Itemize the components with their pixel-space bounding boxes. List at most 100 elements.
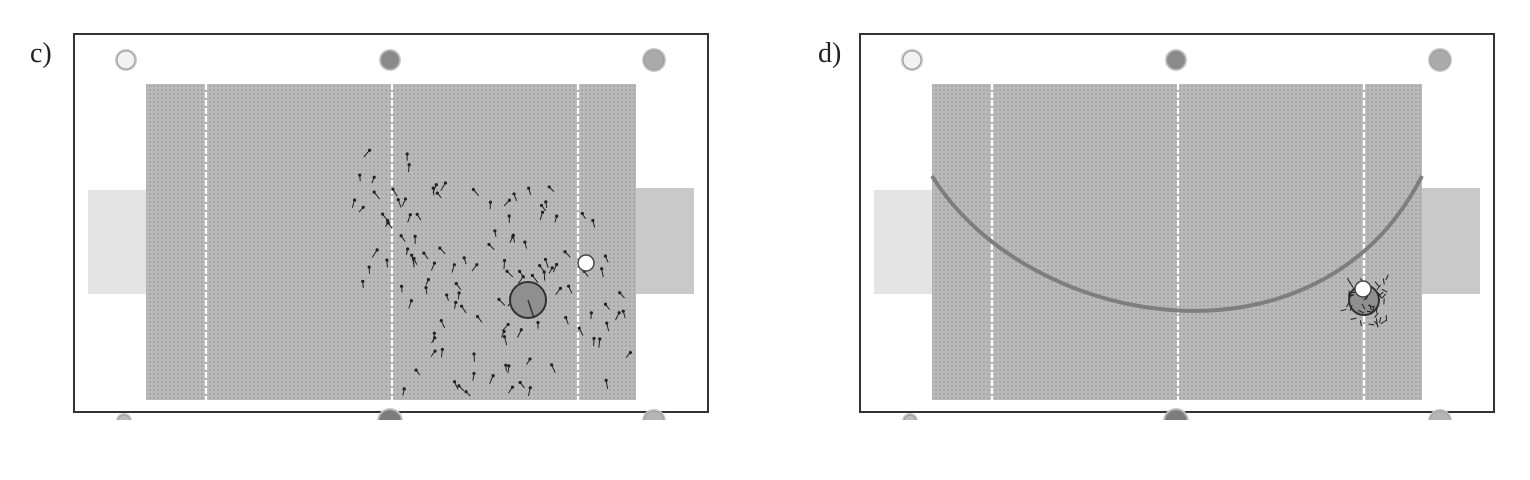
particle-arrow-icon [1345, 301, 1350, 308]
particle-arrow-icon [430, 261, 437, 271]
particle-arrow-icon [502, 335, 508, 346]
field-diagram-d [859, 33, 1495, 420]
particle-arrow-icon [367, 265, 371, 274]
particle-arrow-icon [457, 291, 461, 300]
particle-arrow-icon [517, 328, 523, 338]
landmark-marker-icon [1165, 49, 1187, 71]
particle-arrow-icon [402, 387, 406, 396]
particle-arrow-icon [548, 266, 554, 274]
particle-arrow-icon [400, 284, 404, 293]
particle-arrow-icon [1349, 282, 1354, 288]
goal-area-right [1422, 188, 1480, 294]
particle-arrow-icon [438, 246, 446, 255]
particle-arrow-icon [413, 234, 417, 244]
particle-arrow-icon [1378, 317, 1382, 324]
particle-arrow-icon [451, 263, 456, 273]
particle-arrow-icon [518, 274, 525, 284]
particle-arrow-icon [1382, 278, 1385, 285]
ball-icon [1354, 280, 1372, 298]
landmark-marker-icon [115, 49, 137, 71]
particle-arrow-icon [430, 349, 437, 357]
particle-arrow-icon [1348, 293, 1354, 299]
landmark-marker-icon [902, 413, 918, 420]
particle-arrow-icon [563, 250, 571, 258]
particle-arrow-icon [440, 347, 444, 358]
particle-arrow-icon [371, 248, 379, 258]
particle-arrow-icon [1381, 293, 1387, 299]
particle-arrow-icon [509, 235, 515, 243]
particle-arrow-icon [385, 218, 390, 228]
particle-arrow-icon [592, 336, 596, 347]
ball-icon [577, 254, 595, 272]
particle-arrow-icon [472, 352, 476, 362]
particle-arrow-icon [543, 257, 549, 268]
particle-arrow-icon [603, 254, 609, 263]
particle-arrow-icon [497, 297, 506, 306]
particle-arrow-icon [564, 316, 569, 325]
particle-arrow-icon [547, 185, 555, 192]
particle-arrow-icon [1350, 317, 1357, 321]
particle-arrow-icon [507, 364, 511, 374]
landmark-marker-icon [642, 48, 666, 72]
landmark-marker-icon [116, 413, 132, 420]
particle-arrow-icon [539, 203, 547, 212]
particle-arrow-icon [452, 380, 459, 390]
particle-arrow-icon [414, 368, 421, 376]
particle-arrow-icon [396, 198, 402, 208]
particle-arrow-icon [603, 302, 610, 310]
particle-arrow-icon [1359, 320, 1363, 327]
particle-arrow-icon [488, 200, 493, 210]
particle-arrow-icon [432, 183, 438, 193]
particle-arrow-icon [1374, 281, 1380, 287]
particle-arrow-icon [415, 212, 422, 221]
particle-arrow-icon [539, 210, 545, 221]
particle-arrow-icon [542, 270, 546, 281]
particle-arrow-icon [1367, 304, 1374, 308]
particle-arrow-icon [405, 152, 409, 161]
particle-arrow-icon [424, 286, 428, 295]
landmark-marker-icon [1163, 408, 1189, 420]
particle-arrow-icon [600, 267, 604, 278]
landmark-marker-icon [642, 409, 666, 420]
goal-area-left [88, 190, 146, 294]
particle-arrow-icon [501, 322, 510, 332]
particle-arrow-icon [507, 385, 515, 394]
particle-arrow-icon [457, 384, 465, 392]
particle-arrow-icon [518, 380, 525, 389]
particle-arrow-icon [530, 273, 539, 283]
particle-arrow-icon [1377, 292, 1382, 299]
particle-arrow-icon [526, 357, 532, 365]
particle-arrow-icon [1368, 323, 1375, 326]
particle-arrow-icon [527, 186, 532, 196]
particle-arrow-icon [454, 282, 462, 290]
particle-arrow-icon [1366, 310, 1373, 313]
particle-arrow-icon [405, 247, 410, 256]
particle-arrow-icon [512, 192, 518, 202]
particle-arrow-icon [552, 262, 559, 273]
particle-arrow-icon [471, 187, 480, 197]
particle-arrow-icon [544, 200, 548, 209]
particle-arrow-icon [1374, 312, 1379, 318]
particle-arrow-icon [399, 234, 406, 242]
particle-arrow-icon [1381, 288, 1388, 293]
particle-arrow-icon [1380, 320, 1386, 325]
particle-arrow-icon [472, 371, 476, 381]
particle-arrow-icon [1369, 304, 1372, 311]
particle-arrow-icon [604, 378, 609, 390]
goal-area-right [636, 188, 694, 294]
goal-area-left [874, 190, 932, 294]
particle-arrow-icon [605, 321, 610, 332]
particle-arrow-icon [372, 190, 381, 200]
particle-arrow-icon [1363, 295, 1369, 301]
particle-arrow-icon [501, 329, 506, 338]
particle-arrow-icon [598, 337, 602, 348]
particle-arrow-icon [615, 311, 621, 321]
particle-arrow-icon [507, 214, 511, 223]
landmark-marker-icon [901, 49, 923, 71]
particle-arrow-icon [432, 331, 436, 343]
panel-label-d: d) [818, 38, 842, 69]
particle-arrow-icon [580, 211, 586, 219]
landmark-marker-icon [1428, 409, 1452, 420]
particle-arrow-icon [435, 191, 442, 199]
particle-arrow-icon [401, 197, 408, 207]
